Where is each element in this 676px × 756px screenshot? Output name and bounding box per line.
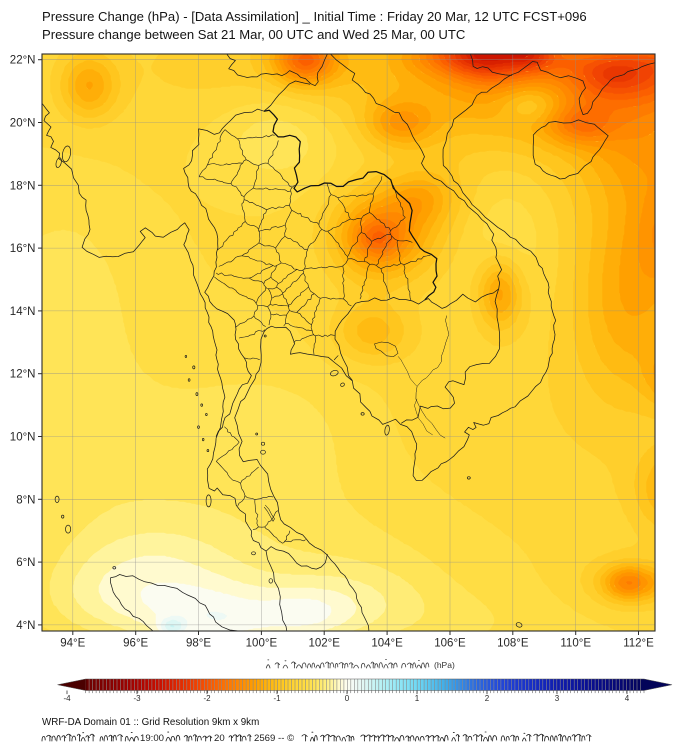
- svg-text:98°E: 98°E: [186, 638, 211, 650]
- svg-text:8°N: 8°N: [16, 494, 35, 506]
- svg-text:3: 3: [555, 694, 560, 703]
- svg-text:100°E: 100°E: [246, 638, 278, 650]
- svg-text:4: 4: [625, 694, 630, 703]
- svg-text:-1: -1: [273, 694, 281, 703]
- svg-text:-3: -3: [133, 694, 141, 703]
- svg-text:0: 0: [345, 694, 350, 703]
- svg-text:106°E: 106°E: [434, 638, 466, 650]
- svg-text:12°N: 12°N: [10, 369, 36, 381]
- svg-text:20: 20: [214, 733, 225, 744]
- svg-text:14°N: 14°N: [10, 306, 36, 318]
- svg-text:18°N: 18°N: [10, 180, 36, 192]
- svg-text:-4: -4: [63, 694, 71, 703]
- svg-text:94°E: 94°E: [60, 638, 85, 650]
- svg-text:19:00: 19:00: [140, 733, 164, 744]
- svg-text:1: 1: [415, 694, 420, 703]
- svg-text:-2: -2: [203, 694, 211, 703]
- svg-text:2: 2: [485, 694, 490, 703]
- svg-text:102°E: 102°E: [308, 638, 340, 650]
- svg-text:112°E: 112°E: [623, 638, 654, 650]
- svg-text:104°E: 104°E: [371, 638, 403, 650]
- svg-text:Pressure Change (hPa) - [Data: Pressure Change (hPa) - [Data Assimilati…: [42, 9, 587, 24]
- svg-text:4°N: 4°N: [16, 620, 35, 632]
- svg-text:Pressure change between Sat 21: Pressure change between Sat 21 Mar, 00 U…: [42, 27, 465, 42]
- svg-text:108°E: 108°E: [497, 638, 529, 650]
- svg-text:110°E: 110°E: [560, 638, 591, 650]
- svg-text:WRF-DA Domain 01 :: Grid Resol: WRF-DA Domain 01 :: Grid Resolution 9km …: [42, 717, 259, 728]
- svg-text:20°N: 20°N: [10, 118, 36, 130]
- svg-text:22°N: 22°N: [10, 55, 36, 67]
- svg-text:(hPa): (hPa): [434, 660, 455, 670]
- svg-text:10°N: 10°N: [10, 432, 36, 444]
- svg-text:96°E: 96°E: [123, 638, 148, 650]
- svg-text:2569 -- ©: 2569 -- ©: [254, 733, 294, 744]
- svg-text:6°N: 6°N: [16, 557, 35, 569]
- svg-text:16°N: 16°N: [10, 243, 36, 255]
